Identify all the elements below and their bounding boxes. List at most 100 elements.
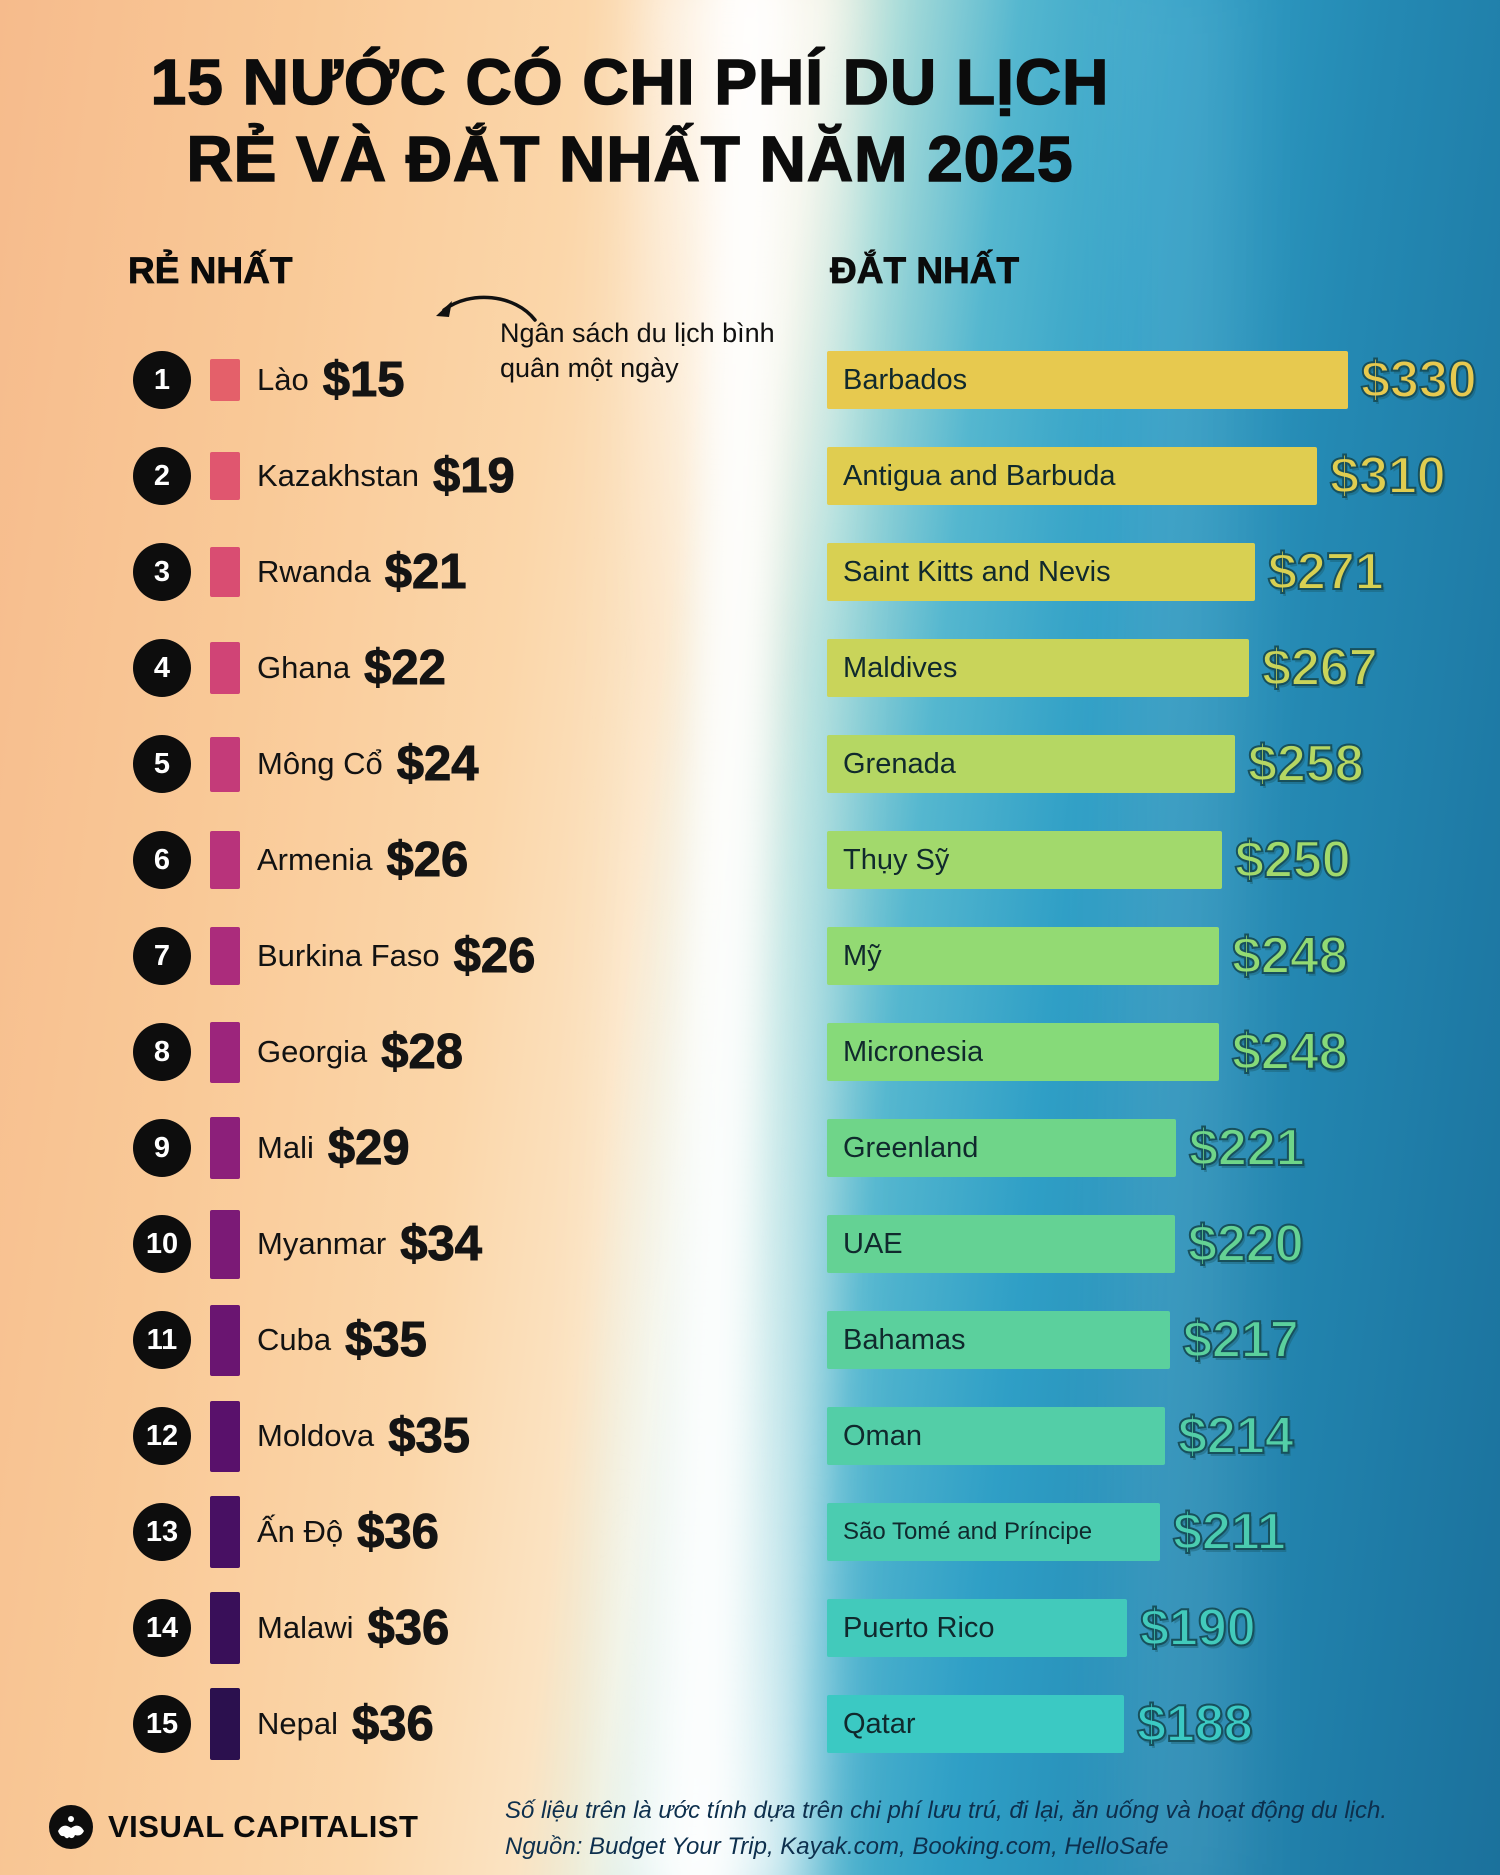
cheap-row: 3 Rwanda $21 bbox=[133, 524, 535, 620]
expensive-heading: ĐẮT NHẤT bbox=[830, 250, 1020, 292]
cheap-price-label: $35 bbox=[388, 1409, 471, 1464]
expensive-price-label: $188 bbox=[1136, 1694, 1254, 1754]
expensive-row: Saint Kitts and Nevis $271 bbox=[827, 524, 1477, 620]
cheap-price-label: $21 bbox=[384, 545, 467, 600]
rank-badge: 1 bbox=[133, 351, 191, 409]
expensive-price-label: $258 bbox=[1247, 734, 1365, 794]
cheap-price-label: $36 bbox=[352, 1697, 435, 1752]
cheap-country-label: Lào bbox=[257, 362, 309, 397]
expensive-country-bar: Saint Kitts and Nevis bbox=[827, 543, 1255, 601]
cheap-country-label: Rwanda bbox=[257, 554, 371, 589]
footer-source-line: Nguồn: Budget Your Trip, Kayak.com, Book… bbox=[505, 1833, 1169, 1860]
expensive-country-label: Antigua and Barbuda bbox=[843, 459, 1116, 492]
cheap-row: 11 Cuba $35 bbox=[133, 1292, 535, 1388]
cheap-price-label: $15 bbox=[322, 353, 405, 408]
cheap-price-label: $36 bbox=[357, 1505, 440, 1560]
rank-badge: 3 bbox=[133, 543, 191, 601]
expensive-price-label: $211 bbox=[1172, 1502, 1287, 1562]
expensive-country-label: Greenland bbox=[843, 1131, 979, 1164]
visual-capitalist-logo: VISUAL CAPITALIST bbox=[48, 1804, 418, 1850]
expensive-list: Barbados $330 Antigua and Barbuda $310 Saint… bbox=[827, 332, 1478, 1772]
expensive-price-label: $221 bbox=[1188, 1118, 1306, 1178]
cheap-country-label: Cuba bbox=[257, 1322, 332, 1357]
cheap-country-label: Myanmar bbox=[257, 1226, 387, 1261]
cheapest-heading: RẺ NHẤT bbox=[128, 250, 293, 292]
cheap-country-bar bbox=[210, 736, 240, 792]
cheap-country-bar bbox=[210, 927, 240, 985]
cheap-country-bar bbox=[210, 1688, 240, 1760]
expensive-row: Barbados $330 bbox=[827, 332, 1478, 428]
expensive-price-label: $248 bbox=[1231, 926, 1349, 986]
cheap-row: 13 Ấn Độ $36 bbox=[133, 1484, 535, 1580]
cheap-price-label: $35 bbox=[345, 1313, 428, 1368]
cheap-country-label: Burkina Faso bbox=[257, 938, 440, 973]
expensive-row: Oman $214 bbox=[827, 1388, 1477, 1484]
expensive-country-label: Puerto Rico bbox=[843, 1611, 995, 1644]
rank-badge: 11 bbox=[133, 1311, 191, 1369]
cheap-price-label: $22 bbox=[364, 641, 447, 696]
expensive-country-bar: Qatar bbox=[827, 1695, 1124, 1753]
cheap-country-label: Armenia bbox=[257, 842, 373, 877]
cheap-row: 12 Moldova $35 bbox=[133, 1388, 535, 1484]
expensive-price-label: $248 bbox=[1231, 1022, 1349, 1082]
expensive-country-label: Thụy Sỹ bbox=[843, 843, 950, 876]
expensive-price-label: $310 bbox=[1329, 446, 1447, 506]
expensive-country-label: Oman bbox=[843, 1419, 922, 1452]
cheap-country-bar bbox=[210, 1496, 240, 1568]
expensive-country-bar: Micronesia bbox=[827, 1023, 1219, 1081]
rank-badge: 5 bbox=[133, 735, 191, 793]
expensive-country-label: São Tomé and Príncipe bbox=[843, 1518, 1093, 1545]
cheap-country-bar bbox=[210, 1304, 240, 1376]
expensive-price-label: $271 bbox=[1267, 542, 1385, 602]
cheap-country-bar bbox=[210, 1592, 240, 1664]
expensive-country-bar: Bahamas bbox=[827, 1311, 1170, 1369]
cheap-country-label: Ấn Độ bbox=[257, 1514, 344, 1549]
rank-badge: 13 bbox=[133, 1503, 191, 1561]
expensive-country-label: Micronesia bbox=[843, 1035, 984, 1068]
expensive-country-label: Bahamas bbox=[843, 1323, 966, 1356]
expensive-row: Puerto Rico $190 bbox=[827, 1580, 1477, 1676]
expensive-country-label: UAE bbox=[843, 1227, 903, 1260]
cheap-country-label: Mông Cổ bbox=[257, 746, 383, 781]
expensive-country-bar: Greenland bbox=[827, 1119, 1176, 1177]
cheap-country-label: Ghana bbox=[257, 650, 351, 685]
cheap-country-bar bbox=[210, 831, 240, 889]
cheap-country-bar bbox=[210, 452, 240, 500]
cheap-price-label: $24 bbox=[396, 737, 479, 792]
rank-badge: 8 bbox=[133, 1023, 191, 1081]
cheap-country-label: Moldova bbox=[257, 1418, 375, 1453]
expensive-price-label: $220 bbox=[1187, 1214, 1305, 1274]
expensive-row: São Tomé and Príncipe $211 bbox=[827, 1484, 1477, 1580]
rank-badge: 6 bbox=[133, 831, 191, 889]
expensive-row: UAE $220 bbox=[827, 1196, 1477, 1292]
cheap-country-label: Nepal bbox=[257, 1706, 338, 1741]
cheap-price-label: $36 bbox=[367, 1601, 450, 1656]
expensive-row: Grenada $258 bbox=[827, 716, 1477, 812]
expensive-country-bar: Oman bbox=[827, 1407, 1165, 1465]
cheap-row: 15 Nepal $36 bbox=[133, 1676, 535, 1772]
expensive-country-bar: UAE bbox=[827, 1215, 1175, 1273]
expensive-country-bar: Thụy Sỹ bbox=[827, 831, 1222, 889]
page-title-line2: RẺ VÀ ĐẮT NHẤT NĂM 2025 bbox=[186, 122, 1074, 195]
expensive-row: Micronesia $248 bbox=[827, 1004, 1477, 1100]
logo-text: VISUAL CAPITALIST bbox=[108, 1809, 419, 1844]
cheap-row: 9 Mali $29 bbox=[133, 1100, 535, 1196]
rank-badge: 9 bbox=[133, 1119, 191, 1177]
expensive-country-bar: Barbados bbox=[827, 351, 1348, 409]
cheap-country-bar bbox=[210, 1400, 240, 1472]
expensive-row: Antigua and Barbuda $310 bbox=[827, 428, 1477, 524]
page-title-line1: 15 NƯỚC CÓ CHI PHÍ DU LỊCH bbox=[150, 45, 1110, 118]
cheap-price-label: $34 bbox=[400, 1217, 483, 1272]
expensive-country-bar: Grenada bbox=[827, 735, 1235, 793]
rank-badge: 12 bbox=[133, 1407, 191, 1465]
expensive-price-label: $217 bbox=[1182, 1310, 1300, 1370]
cheap-country-label: Mali bbox=[257, 1130, 314, 1165]
expensive-price-label: $190 bbox=[1139, 1598, 1257, 1658]
expensive-row: Greenland $221 bbox=[827, 1100, 1477, 1196]
cheap-price-label: $19 bbox=[433, 449, 516, 504]
expensive-country-bar: São Tomé and Príncipe bbox=[827, 1503, 1160, 1561]
expensive-row: Qatar $188 bbox=[827, 1676, 1477, 1772]
expensive-country-bar: Puerto Rico bbox=[827, 1599, 1127, 1657]
expensive-country-label: Grenada bbox=[843, 747, 956, 780]
